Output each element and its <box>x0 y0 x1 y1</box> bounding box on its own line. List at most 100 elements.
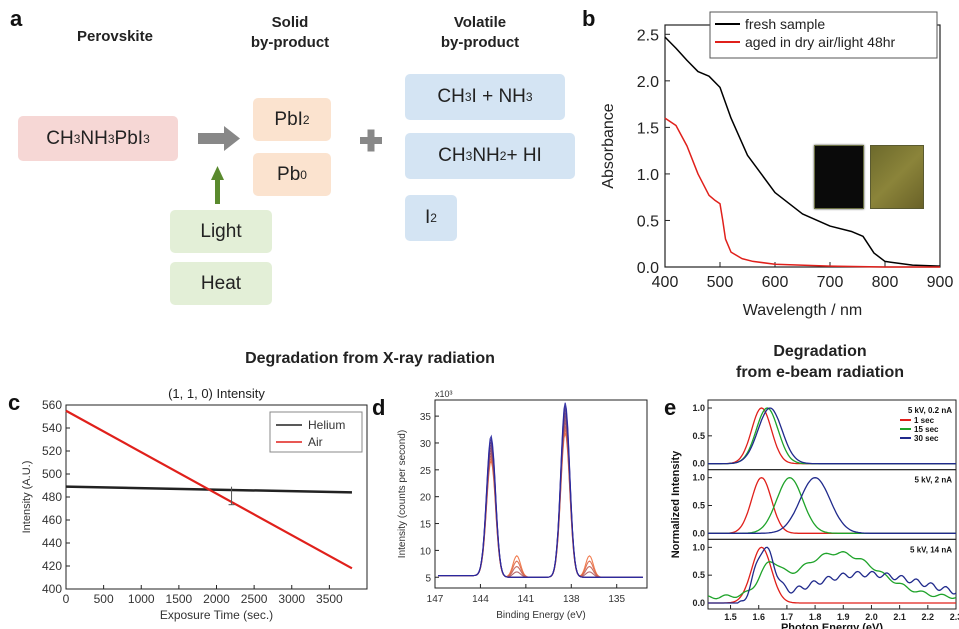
legend-label-0: 1 sec <box>914 416 935 425</box>
x-axis-label: Exposure Time (sec.) <box>160 608 273 622</box>
y-tick-label: 10 <box>420 546 432 557</box>
volatile-header: Volatile by-product <box>440 14 520 51</box>
y-tick-label: 0.0 <box>692 598 705 608</box>
cl-line-0-2 <box>708 407 956 465</box>
x-tick-label: 900 <box>927 274 954 291</box>
y-tick-label: 30 <box>420 439 432 450</box>
x-tick-label: 144 <box>472 594 489 605</box>
x-tick-label: 2.0 <box>865 612 878 622</box>
y-tick-label: 0.0 <box>692 528 705 538</box>
x-axis-label: Binding Energy (eV) <box>496 610 586 621</box>
heat-box: Heat <box>170 262 272 305</box>
aged-sample-photo <box>870 145 924 209</box>
legend-box <box>269 411 363 453</box>
spectrum-line-4 <box>438 419 643 578</box>
x-tick-label: 147 <box>427 594 444 605</box>
y-tick-label: 2.0 <box>637 74 659 91</box>
spectrum-line-9 <box>438 402 643 578</box>
y-tick-label: 1.0 <box>692 542 705 552</box>
y-tick-label: 0.0 <box>692 459 705 469</box>
spectrum-line-0 <box>438 432 643 578</box>
y-tick-label: 420 <box>42 559 62 573</box>
y-tick-label: 5 <box>425 573 431 584</box>
xray-section-title: Degradation from X-ray radiation <box>245 350 495 367</box>
panel-label-b: b <box>582 6 596 31</box>
spectrum-line-6 <box>438 412 643 578</box>
cl-line-1-2 <box>708 477 956 534</box>
solid-header: Solid by-product <box>250 14 330 51</box>
x-tick-label: 2.2 <box>922 612 935 622</box>
y-tick-label: 0.0 <box>637 260 659 277</box>
spectrum-line-2 <box>438 426 643 578</box>
panel-label-c: c <box>8 390 21 415</box>
pb0-box: Pb 0 <box>253 153 331 196</box>
x-tick-label: 2500 <box>241 592 268 606</box>
y-tick-label: 520 <box>42 444 62 458</box>
spectrum-line-7 <box>438 409 643 578</box>
x-tick-label: 1.9 <box>837 612 850 622</box>
spectrum-line-5 <box>438 415 643 578</box>
absorbance-chart: 400 500 600 700 800 900 0.0 0.5 1.0 1.5 2.0 2.5 Wave… <box>600 11 954 319</box>
cl-line-2-0 <box>708 546 956 604</box>
legend-box <box>709 11 938 59</box>
spectrum-line-3 <box>438 422 643 578</box>
x-tick-label: 500 <box>707 274 734 291</box>
y-tick-label: 460 <box>42 513 62 527</box>
condition-label: 5 kV, 0.2 nA <box>908 406 952 415</box>
cl-line-2-1 <box>707 551 957 600</box>
reaction-arrow <box>198 126 240 151</box>
x-tick-label: 1.5 <box>724 612 737 622</box>
y-tick-label: 480 <box>42 490 62 504</box>
legend-label-2: 30 sec <box>914 434 939 443</box>
volatile-box-2: CH 3 NH 2 + HI <box>405 133 575 179</box>
perovskite-header: Perovskite <box>77 28 153 45</box>
series-line-0 <box>664 36 941 267</box>
legend-label-0: Helium <box>308 418 345 432</box>
y-axis-label: Absorbance <box>600 103 617 188</box>
ebeam-section-title: Degradation from e-beam radiation <box>735 343 905 381</box>
pbi2-box: PbI 2 <box>253 98 331 141</box>
x-tick-label: 1.8 <box>809 612 822 622</box>
panel-a-arrows <box>198 126 382 204</box>
legend-label-0: fresh sample <box>745 16 825 32</box>
panel-label-a: a <box>10 6 23 31</box>
chart-title: (1, 1, 0) Intensity <box>168 386 265 401</box>
plus-sign <box>360 129 382 152</box>
x-tick-label: 0 <box>63 592 70 606</box>
x-tick-label: 3500 <box>316 592 343 606</box>
x-axis-label: Wavelength / nm <box>743 302 862 319</box>
y-tick-label: 500 <box>42 467 62 481</box>
perovskite-box: CH 3 NH 3 PbI 3 <box>18 116 178 161</box>
x-tick-label: 800 <box>872 274 899 291</box>
y-tick-label: 1.0 <box>692 473 705 483</box>
y-axis-label: Intensity (A.U.) <box>21 461 33 534</box>
light-heat-arrow <box>211 166 224 204</box>
x-tick-label: 3000 <box>278 592 305 606</box>
x-tick-label: 1000 <box>128 592 155 606</box>
y-axis-label: Normalized Intensity <box>670 450 682 558</box>
y-tick-label: 25 <box>420 466 432 477</box>
y-tick-label: 440 <box>42 536 62 550</box>
spectrum-line-1 <box>438 429 643 578</box>
xray-intensity-chart: (1, 1, 0) Intensity 0 500 1000 1500 2000 2500 3… <box>21 386 368 622</box>
legend-label-1: 15 sec <box>914 425 939 434</box>
x-tick-label: 700 <box>817 274 844 291</box>
y-tick-label: 540 <box>42 421 62 435</box>
x-axis-label: Photon Energy (eV) <box>781 622 883 629</box>
series-line-1 <box>664 117 940 268</box>
ebeam-cl-chart: 0.0 0.5 1.0 5 kV, 0.2 nA 0.0 0.5 1.0 5 kV, 2 nA… <box>670 399 959 629</box>
y-tick-label: 0.5 <box>692 570 705 580</box>
panel-label-d: d <box>372 395 386 420</box>
x-tick-label: 1.6 <box>752 612 765 622</box>
condition-label: 5 kV, 2 nA <box>914 476 952 485</box>
y-tick-label: 35 <box>420 412 432 423</box>
x-tick-label: 1500 <box>166 592 193 606</box>
condition-label: 5 kV, 14 nA <box>910 545 952 554</box>
y-tick-label: 400 <box>42 582 62 596</box>
x-tick-label: 2.3 <box>950 612 959 622</box>
y-multiplier: x10³ <box>435 389 453 399</box>
x-tick-label: 135 <box>608 594 625 605</box>
y-tick-label: 1.0 <box>637 167 659 184</box>
y-tick-label: 1.5 <box>637 120 659 137</box>
